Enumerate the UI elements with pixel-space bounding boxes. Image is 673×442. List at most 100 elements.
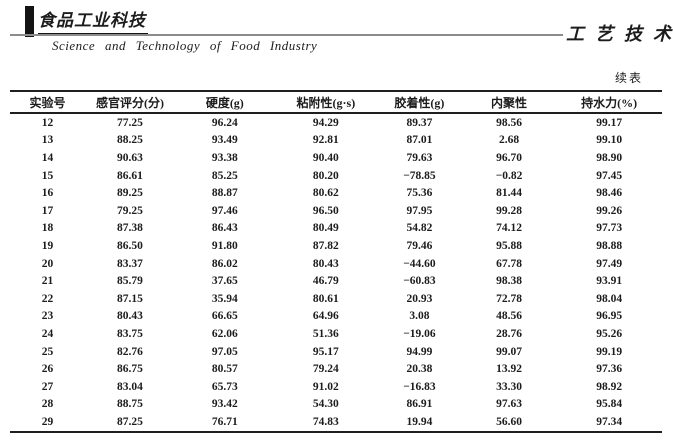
table-header-row: 实验号 感官评分(分) 硬度(g) 粘附性(g·s) 胶着性(g) 内聚性 持水力(%) — [10, 91, 662, 114]
table-cell: 18 — [41, 222, 54, 235]
table-cell: 98.90 — [596, 151, 623, 164]
table-cell: −78.85 — [403, 169, 436, 182]
table-cell: 96.70 — [496, 151, 522, 164]
table-cell: 15 — [41, 169, 54, 182]
bleed-mark — [25, 6, 34, 37]
table-cell: 88.75 — [117, 398, 143, 411]
column-header: 感官评分(分) — [84, 91, 175, 114]
column-header: 持水力(%) — [556, 91, 662, 114]
table-cell: 76.71 — [211, 415, 238, 428]
table-cell: 79.46 — [406, 239, 433, 252]
table-cell: 98.04 — [596, 292, 623, 305]
journal-logo: 食品工业科技 — [38, 6, 148, 35]
table-cell: 65.73 — [211, 380, 238, 393]
table-row: 22 87.15 35.94 80.61 20.93 72.78 98.04 — [10, 290, 662, 308]
section-title: 工艺技术 — [566, 24, 673, 44]
table-cell: 92.81 — [312, 134, 339, 147]
table-cell: 97.73 — [596, 222, 623, 235]
table-cell: 98.38 — [496, 275, 522, 288]
table-cell: 2.68 — [499, 134, 520, 147]
table-cell: 91.02 — [312, 380, 339, 393]
table-cell: 80.61 — [312, 292, 339, 305]
table-cell: 80.62 — [312, 187, 339, 200]
continued-table-label: 续表 — [615, 71, 644, 85]
table-cell: −60.83 — [403, 275, 436, 288]
table-cell: 19.94 — [406, 415, 433, 428]
table-cell: 23 — [41, 310, 54, 323]
column-header: 硬度(g) — [174, 91, 275, 114]
table-row: 14 90.63 93.38 90.40 79.63 96.70 98.90 — [10, 149, 662, 167]
table-cell: 99.17 — [596, 116, 623, 129]
table-row: 21 85.79 37.65 46.79 −60.83 98.38 93.91 — [10, 272, 662, 290]
table-cell: 81.44 — [496, 187, 522, 200]
table-cell: 80.43 — [312, 257, 339, 270]
table-cell: 88.87 — [211, 187, 238, 200]
table-cell: 33.30 — [496, 380, 522, 393]
table-cell: 12 — [41, 116, 54, 129]
column-header: 粘附性(g·s) — [274, 91, 378, 114]
table-cell: 93.49 — [211, 134, 238, 147]
table-cell: 29 — [41, 415, 54, 428]
table-cell: 83.04 — [117, 380, 143, 393]
table-cell: 80.57 — [211, 363, 238, 376]
table-cell: 64.96 — [312, 310, 339, 323]
table-cell: 90.63 — [117, 151, 143, 164]
table-cell: 86.61 — [117, 169, 143, 182]
table-cell: 25 — [41, 345, 54, 358]
column-header: 胶着性(g) — [377, 91, 462, 114]
table-cell: 88.25 — [117, 134, 143, 147]
table-cell: 87.25 — [117, 415, 143, 428]
table-cell: 20 — [41, 257, 54, 270]
table-cell: 74.83 — [312, 415, 339, 428]
results-table: 实验号 感官评分(分) 硬度(g) 粘附性(g·s) 胶着性(g) 内聚性 持水力(%) 1… — [10, 90, 662, 433]
table-cell: 83.75 — [117, 327, 143, 340]
table-cell: −19.06 — [403, 327, 436, 340]
table-cell: 67.78 — [496, 257, 522, 270]
table-cell: 87.15 — [117, 292, 143, 305]
table-cell: 3.08 — [409, 310, 430, 323]
table-row: 27 83.04 65.73 91.02 −16.83 33.30 98.92 — [10, 378, 662, 396]
table-cell: 62.06 — [211, 327, 238, 340]
table-row: 25 82.76 97.05 95.17 94.99 99.07 99.19 — [10, 343, 662, 361]
table-row: 19 86.50 91.80 87.82 79.46 95.88 98.88 — [10, 237, 662, 255]
table-cell: 96.95 — [596, 310, 623, 323]
table-cell: 97.05 — [211, 345, 238, 358]
table-cell: 54.82 — [406, 222, 433, 235]
table-cell: 95.26 — [596, 327, 623, 340]
table-cell: 80.43 — [117, 310, 143, 323]
table-cell: 97.45 — [596, 169, 623, 182]
table-row: 16 89.25 88.87 80.62 75.36 81.44 98.46 — [10, 184, 662, 202]
header-divider — [10, 34, 563, 36]
table-cell: 86.43 — [211, 222, 238, 235]
table-cell: −44.60 — [403, 257, 436, 270]
table-cell: 75.36 — [406, 187, 433, 200]
table-cell: 26 — [41, 363, 54, 376]
table-cell: 19 — [41, 239, 54, 252]
table-cell: 94.29 — [312, 116, 339, 129]
table-cell: 94.99 — [406, 345, 433, 358]
table-cell: −16.83 — [403, 380, 436, 393]
table-cell: 85.25 — [211, 169, 238, 182]
table-cell: 95.88 — [496, 239, 522, 252]
table-cell: 87.82 — [312, 239, 339, 252]
table-cell: 85.79 — [117, 275, 143, 288]
table-cell: 13 — [41, 134, 54, 147]
table-cell: 48.56 — [496, 310, 522, 323]
table-cell: 86.75 — [117, 363, 143, 376]
table-cell: 95.17 — [312, 345, 339, 358]
table-row: 24 83.75 62.06 51.36 −19.06 28.76 95.26 — [10, 325, 662, 343]
table-cell: 98.46 — [596, 187, 623, 200]
table-cell: 93.91 — [596, 275, 623, 288]
table-cell: 99.07 — [496, 345, 522, 358]
table-cell: 97.63 — [496, 398, 522, 411]
table-cell: 24 — [41, 327, 54, 340]
table-cell: 97.49 — [596, 257, 623, 270]
table-row: 20 83.37 86.02 80.43 −44.60 67.78 97.49 — [10, 255, 662, 273]
table-cell: 96.50 — [312, 204, 339, 217]
table-row: 12 77.25 96.24 94.29 89.37 98.56 99.17 — [10, 113, 662, 132]
table-row: 13 88.25 93.49 92.81 87.01 2.68 99.10 — [10, 132, 662, 150]
table-cell: 97.95 — [406, 204, 433, 217]
table-cell: 28.76 — [496, 327, 522, 340]
table-cell: 28 — [41, 398, 54, 411]
